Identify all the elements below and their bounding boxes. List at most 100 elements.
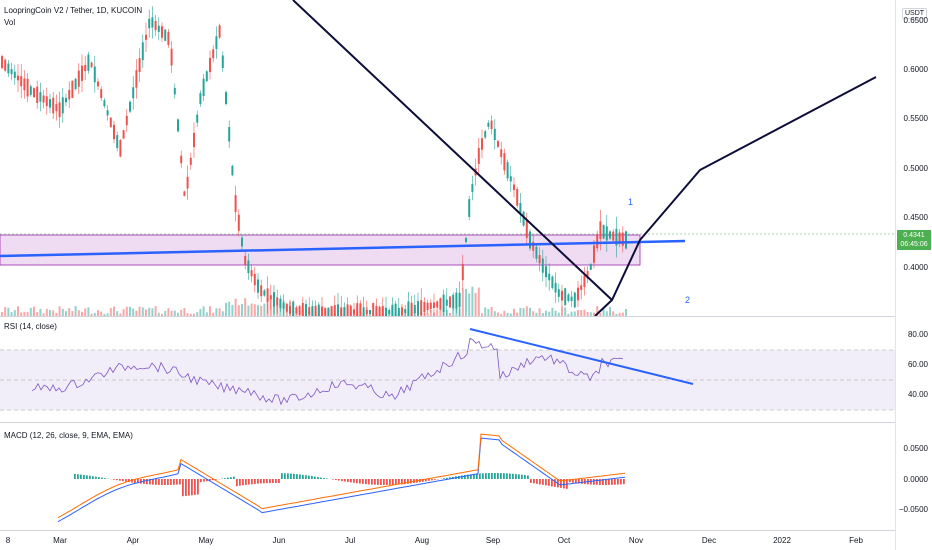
macd-histogram-bar [92, 476, 94, 479]
volume-bar [417, 309, 419, 316]
macd-histogram-bar [227, 477, 229, 479]
candle-body [45, 96, 48, 107]
macd-histogram-bar [224, 478, 226, 479]
candle-body [276, 297, 279, 306]
volume-bar [173, 310, 176, 316]
macd-histogram-bar [521, 474, 523, 479]
macd-histogram-bar [527, 475, 529, 479]
volume-bar [570, 311, 573, 316]
signal-line [57, 433, 626, 519]
candle-body [362, 307, 365, 316]
candle-body [170, 48, 173, 66]
volume-bar [314, 312, 317, 316]
macd-histogram-bar [485, 473, 487, 479]
candle-body [49, 99, 51, 108]
macd-histogram-bar [398, 479, 400, 485]
macd-histogram-bar [290, 473, 292, 479]
rsi-chart[interactable] [0, 317, 895, 422]
macd-histogram-bar [524, 475, 526, 479]
volume-bar [266, 299, 269, 316]
macd-histogram-bar [356, 479, 358, 484]
macd-histogram-bar [560, 479, 562, 488]
volume-bar [311, 307, 314, 316]
macd-histogram-bar [368, 479, 370, 485]
candle-body [215, 36, 218, 49]
macd-histogram-bar [269, 479, 271, 484]
time-label: Nov [628, 536, 644, 545]
candle-body [116, 135, 119, 149]
volume-bar [100, 311, 103, 316]
macd-histogram-bar [77, 474, 79, 479]
volume-bar [119, 313, 122, 316]
volume-bar [381, 308, 384, 316]
candle-body [516, 188, 519, 206]
volume-bar [103, 313, 106, 316]
candle-body [209, 57, 211, 73]
macd-histogram-bar [392, 479, 394, 485]
macd-histogram-bar [530, 479, 532, 483]
candle-body [247, 260, 250, 274]
volume-bar [484, 307, 487, 316]
candle-body [58, 102, 61, 118]
candle-body [202, 78, 205, 97]
macd-histogram-bar [335, 479, 337, 481]
volume-bar [609, 307, 611, 316]
macd-histogram-bar [362, 479, 364, 484]
rsi-legend[interactable]: RSI (14, close) [4, 322, 57, 331]
macd-histogram-bar [533, 479, 535, 484]
volume-bar [33, 306, 35, 316]
candle-body [573, 292, 576, 308]
volume-bar [580, 310, 583, 316]
volume-bar [151, 308, 154, 316]
candle-body [458, 292, 461, 308]
macd-histogram-bar [308, 475, 310, 479]
time-label: Jul [344, 536, 356, 545]
volume-bar [196, 312, 199, 316]
macd-histogram-bar [488, 473, 490, 479]
macd-legend[interactable]: MACD (12, 26, close, 9, EMA, EMA) [4, 431, 133, 440]
candle-body [97, 81, 99, 87]
macd-chart[interactable] [0, 423, 895, 530]
candle-body [13, 71, 16, 78]
volume-bar [209, 306, 211, 316]
macd-histogram-bar [332, 479, 334, 480]
volume-bar [321, 313, 323, 316]
candle-body [4, 59, 7, 71]
volume-bar [164, 310, 167, 316]
volume-bar [39, 308, 42, 316]
macd-histogram-bar [260, 479, 262, 484]
chart-title[interactable]: LoopringCoin V2 / Tether, 1D, KUCOIN [4, 6, 143, 15]
candle-body [593, 245, 595, 263]
macd-histogram-bar [476, 473, 478, 479]
volume-bar [525, 306, 528, 316]
candle-body [449, 296, 451, 308]
price-tick: 0.6500 [903, 16, 928, 25]
volume-bar [375, 313, 378, 316]
macd-histogram-bar [536, 479, 538, 484]
volume-bar [212, 312, 215, 316]
candle-body [244, 255, 247, 265]
macd-histogram-bar [425, 479, 427, 482]
macd-histogram-bar [347, 479, 349, 482]
candle-body [535, 246, 538, 259]
projection-line [594, 76, 877, 316]
volume-bar [1, 312, 3, 316]
macd-histogram-bar [386, 479, 388, 485]
macd-histogram-bar [341, 479, 343, 482]
volume-legend[interactable]: Vol [4, 18, 16, 27]
volume-bar [250, 303, 253, 316]
time-label: Jun [272, 536, 286, 545]
macd-histogram-bar [170, 479, 172, 485]
candle-body [39, 92, 42, 102]
candle-body [26, 78, 29, 97]
price-chart[interactable] [0, 0, 895, 316]
volume-bar [429, 310, 432, 316]
macd-histogram-bar [596, 479, 598, 485]
price-axis[interactable] [895, 0, 932, 550]
candle-body [193, 132, 195, 148]
macd-histogram-bar [371, 479, 373, 485]
volume-bar [564, 307, 567, 316]
macd-histogram-bar [551, 479, 553, 487]
macd-histogram-bar [254, 479, 256, 484]
macd-histogram-bar [500, 473, 502, 479]
